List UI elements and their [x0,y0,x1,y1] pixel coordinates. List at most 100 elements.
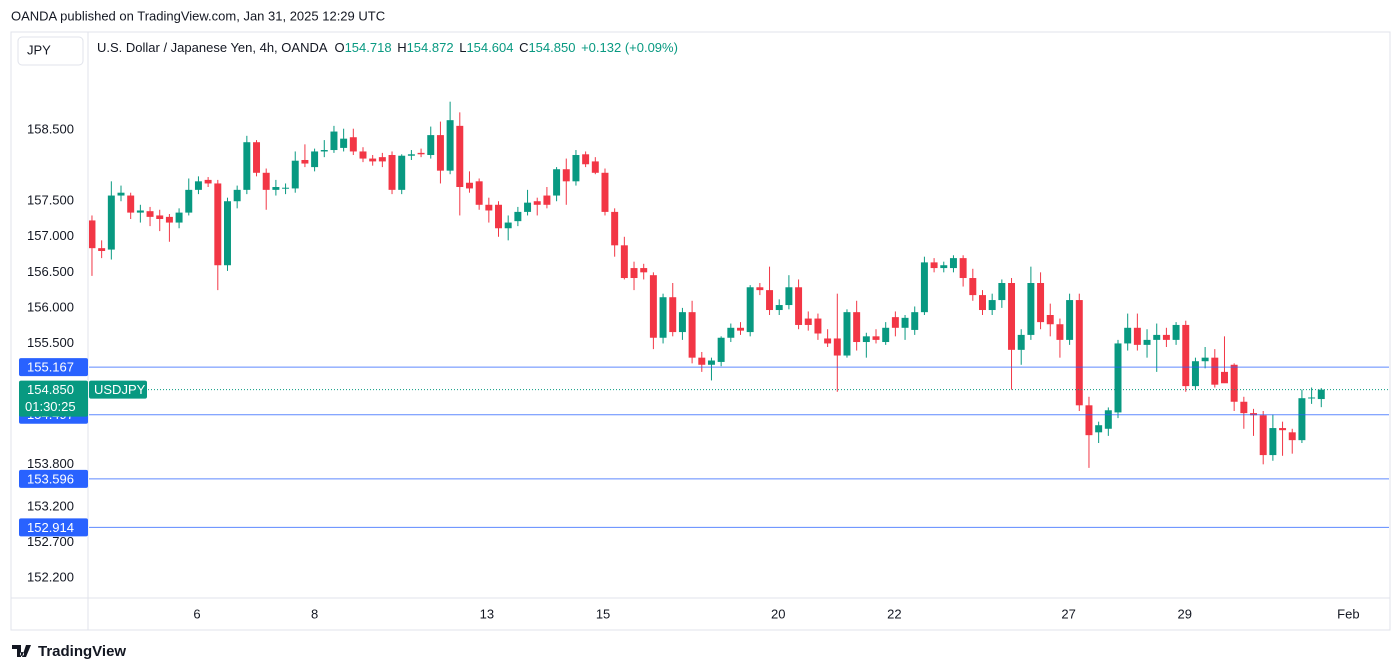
currency-box [17,36,84,66]
candle-body [524,202,532,212]
change: +0.132 (+0.09%) [581,40,678,55]
candle-body [766,290,774,311]
candle-body [988,300,996,311]
candle-body [1133,327,1141,345]
ohlc-value: 154.872 [407,40,454,55]
candle-body [1211,357,1219,385]
y-tick-label: 152.200 [27,570,74,585]
candle-body [89,220,96,249]
countdown: 01:30:25 [25,399,76,414]
y-tick-label: 155.500 [27,335,74,350]
candle-body [98,248,106,252]
candle-body [233,189,241,202]
candle-body [1037,283,1045,323]
tradingview-logo [12,645,31,657]
candle-body [630,268,638,279]
ohlc-value: 154.850 [528,40,575,55]
candle-body [214,183,222,266]
candle-body [1288,432,1296,441]
candle-body [949,258,957,269]
candle-body [543,195,551,205]
candle-body [301,159,309,164]
candle-body [1279,428,1287,431]
candle-body [359,151,367,159]
candle-body [862,336,870,343]
candle-body [1220,371,1228,384]
candle-body [640,268,648,273]
candle-body [223,201,231,266]
candle-body [1046,315,1054,325]
candle-body [727,327,735,338]
candle-body [1191,361,1199,387]
chart-frame [10,31,1391,631]
candle-body [688,312,696,358]
candle-body [107,195,115,250]
legend-header: U.S. Dollar / Japanese Yen, 4h, OANDA O1… [97,40,678,55]
x-tick-label: 13 [480,606,494,621]
candle-body [853,312,861,343]
candle-body [407,154,415,156]
y-tick-label: 153.800 [27,456,74,471]
candle-body [659,297,667,338]
candle-body [349,137,357,152]
candle-body [1172,324,1180,340]
candle-body [272,187,280,190]
candle-body [911,312,919,330]
candle-body [746,287,754,333]
candle-body [427,135,435,156]
candle-body [465,182,473,189]
x-tick-label: 8 [311,606,318,621]
candle-body [165,216,173,223]
candle-body [775,305,783,311]
candle-body [1259,415,1267,456]
candle-body [1269,428,1277,456]
candle-body [156,215,164,220]
candle-body [1095,425,1103,433]
candle-body [1240,401,1248,414]
y-tick-label: 157.000 [27,228,74,243]
y-tick-label: 153.200 [27,498,74,513]
candle-body [436,135,444,171]
x-tick-label: 27 [1061,606,1075,621]
candle-body [243,142,251,190]
candle-body [1162,334,1170,340]
candle-body [669,297,677,333]
candle-body [804,318,812,325]
candle-body [698,357,706,365]
price-tag [19,358,88,377]
ohlc-name: C [519,40,528,55]
candle-body [572,155,580,182]
candle-body [1201,357,1209,362]
price-tag-label: 152.914 [27,520,74,535]
candle-body [591,161,599,173]
candle-body [979,295,986,311]
candle-body [495,204,502,229]
x-tick-label: 22 [887,606,901,621]
y-tick-label: 152.700 [27,534,74,549]
candle-body [146,211,154,217]
y-tick-label: 157.500 [27,193,74,208]
candle-body [446,120,454,171]
candle-body [1017,334,1025,350]
publisher-note: OANDA published on TradingView.com, Jan … [11,8,385,23]
candle-body [843,312,851,356]
candle-body [417,152,425,155]
candle-body [330,131,338,151]
candle-body [1075,300,1083,406]
y-tick-label: 156.000 [27,299,74,314]
currency-label: JPY [27,42,51,57]
candle-body [1008,283,1016,350]
y-tick-label: 156.500 [27,264,74,279]
candle-body [1298,398,1306,441]
candle-body [891,317,899,328]
candle-body [185,189,193,213]
brand: TradingView [38,643,126,660]
candle-body [475,181,483,205]
plot-area [89,101,1389,528]
ohlc-value: 154.718 [345,40,392,55]
candle-body [194,181,202,190]
candle-body [795,287,803,325]
candle-body [959,258,967,279]
candle-body [998,283,1006,301]
